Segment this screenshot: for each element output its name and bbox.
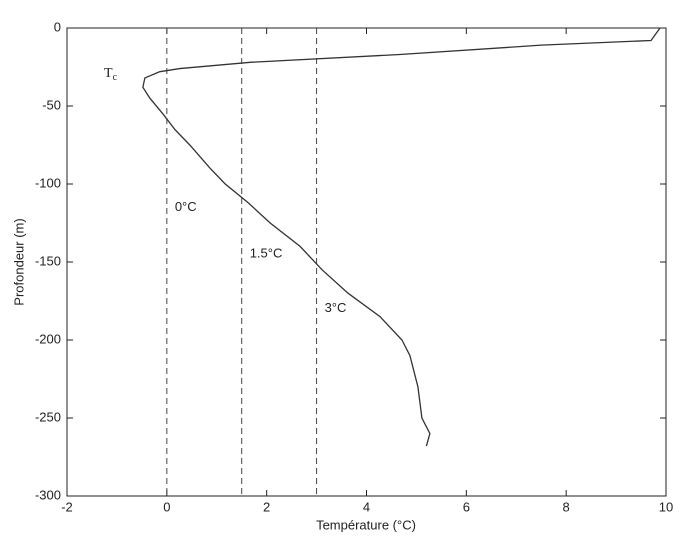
reference-label: 1.5°C: [250, 246, 283, 261]
y-tick-label: -200: [35, 331, 61, 346]
reference-label: 3°C: [325, 300, 347, 315]
curve-label: Tc: [104, 66, 118, 83]
x-tick-label: 4: [363, 499, 370, 514]
x-tick-label: 0: [163, 499, 170, 514]
y-tick-label: -100: [35, 175, 61, 190]
plot-frame: [66, 27, 667, 497]
y-tick-label: -50: [42, 97, 61, 112]
curve-label-main: T: [104, 66, 113, 81]
y-tick-label: -250: [35, 409, 61, 424]
x-tick-label: 10: [659, 499, 673, 514]
curve-label-sub: c: [113, 72, 118, 83]
x-tick-label: 6: [463, 499, 470, 514]
profile-line: [142, 27, 661, 447]
y-axis-label: Profondeur (m): [11, 218, 26, 305]
reference-label: 0°C: [175, 199, 197, 214]
y-tick-label: 0: [54, 19, 61, 34]
y-tick-label: -300: [35, 487, 61, 502]
x-axis-label: Température (°C): [316, 517, 416, 532]
x-tick-label: -2: [61, 499, 73, 514]
x-tick-label: 8: [563, 499, 570, 514]
x-tick-label: 2: [263, 499, 270, 514]
y-tick-label: -150: [35, 253, 61, 268]
